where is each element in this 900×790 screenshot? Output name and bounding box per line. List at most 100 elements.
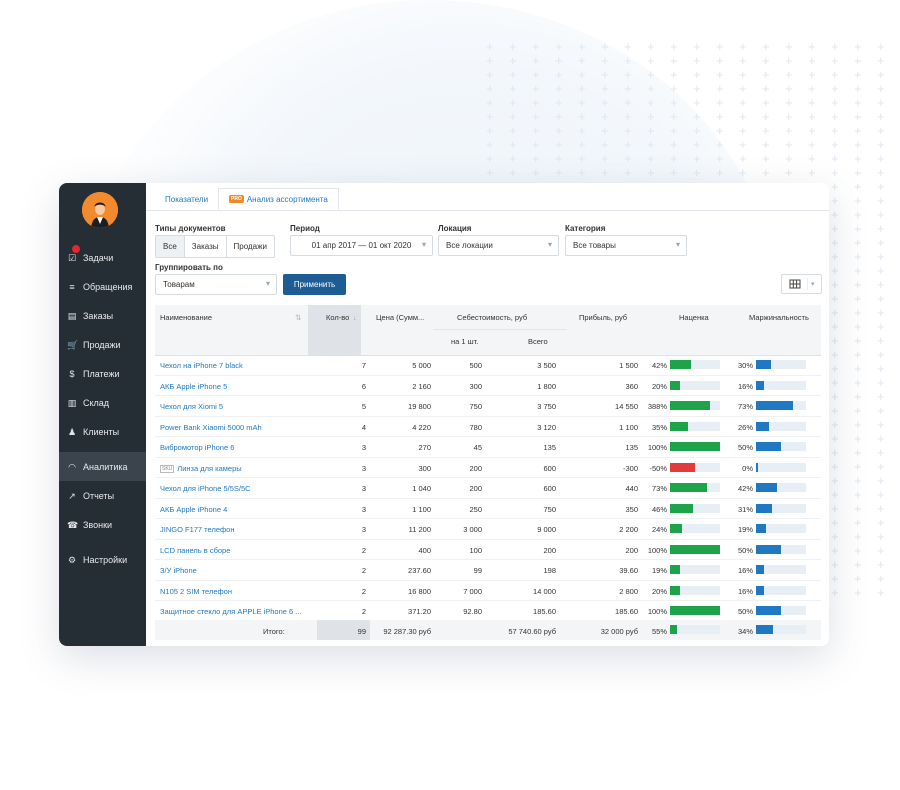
plus-mark: + <box>486 137 494 152</box>
table-row[interactable]: Power Bank Xiaomi 5000 mAh 4 4 220 780 3 120… <box>155 417 821 437</box>
plus-mark: + <box>670 67 678 82</box>
product-name-link[interactable]: АКБ Apple iPhone 4 <box>160 505 227 514</box>
cell-profit-text: 1 500 <box>619 361 638 370</box>
product-name-link[interactable]: Вибромотор iPhone 6 <box>160 443 234 452</box>
header-cost-unit[interactable]: на 1 шт. <box>451 337 479 346</box>
period-picker[interactable]: 01 апр 2017 — 01 окт 2020 ▾ <box>290 235 433 256</box>
plus-mark: + <box>808 137 816 152</box>
doc-type-all-button[interactable]: Все <box>156 236 185 257</box>
header-markup[interactable]: Наценка <box>679 313 709 322</box>
margin-bar <box>756 421 806 431</box>
sidebar-item-9[interactable]: ☎ Звонки <box>59 510 146 539</box>
plus-mark: + <box>877 515 885 530</box>
plus-mark: + <box>877 473 885 488</box>
footer-margin-bar <box>756 625 806 634</box>
sidebar-item-5[interactable]: ▥ Склад <box>59 388 146 417</box>
cell-profit: 185.60 <box>565 607 638 616</box>
cell-price-text: 400 <box>418 545 431 555</box>
product-name-link[interactable]: Защитное стекло для APPLE iPhone 6 ... <box>160 607 302 616</box>
plus-mark: + <box>877 151 885 166</box>
header-margin[interactable]: Маржинальность <box>749 313 809 322</box>
avatar[interactable] <box>82 192 118 228</box>
plus-mark: + <box>785 109 793 124</box>
cell-cost-unit: 7 000 <box>427 587 482 596</box>
cell-markup: 42% <box>643 361 667 370</box>
sidebar-item-6[interactable]: ♟ Клиенты <box>59 417 146 446</box>
plus-mark: + <box>854 347 862 362</box>
plus-mark: + <box>624 67 632 82</box>
tab-assortment[interactable]: PRO Анализ ассортимента <box>218 188 339 210</box>
column-settings-button[interactable]: ▾ <box>781 274 822 294</box>
product-name-link[interactable]: N105 2 SIM телефон <box>160 587 232 596</box>
cell-price-text: 270 <box>418 443 431 452</box>
plus-mark: + <box>854 557 862 572</box>
product-name-link[interactable]: АКБ Apple iPhone 5 <box>160 382 227 391</box>
sidebar-item-10[interactable]: ⚙ Настройки <box>59 545 146 574</box>
product-name-link[interactable]: LCD панель в сборе <box>160 546 230 555</box>
sidebar-item-0[interactable]: ☑ Задачи <box>59 243 146 272</box>
cell-qty: 3 <box>317 464 366 473</box>
markup-bar <box>670 442 720 451</box>
sidebar-item-3[interactable]: 🛒 Продажи <box>59 330 146 359</box>
category-label: Категория <box>565 224 606 233</box>
cell-markup: 20% <box>643 382 667 391</box>
product-name-link[interactable]: З/У iPhone <box>160 566 197 575</box>
user-avatar-icon <box>82 192 118 228</box>
plus-mark: + <box>762 165 770 180</box>
plus-mark: + <box>670 81 678 96</box>
cell-price: 270 <box>355 443 431 452</box>
cell-cost-total: 1 800 <box>485 382 556 391</box>
table-row[interactable]: АКБ Apple iPhone 4 3 1 100 250 750 350 46% 31% <box>155 499 821 519</box>
plus-mark: + <box>831 333 839 348</box>
product-name-link-text: N105 2 SIM телефон <box>160 586 232 596</box>
table-row[interactable]: АКБ Apple iPhone 5 6 2 160 300 1 800 360 20% 16… <box>155 376 821 396</box>
markup-bar <box>670 380 720 390</box>
cell-cost-unit-text: 100 <box>469 545 482 555</box>
header-name[interactable]: Наименование <box>160 313 212 322</box>
plus-mark: + <box>854 487 862 502</box>
group-by-select[interactable]: Товарам ▾ <box>155 274 277 295</box>
sort-icon[interactable]: ⇅ <box>295 313 302 322</box>
sidebar-item-4[interactable]: $ Платежи <box>59 359 146 388</box>
table-row[interactable]: JINGO F177 телефон 3 11 200 3 000 9 000 2 200… <box>155 519 821 540</box>
plus-mark: + <box>509 151 517 166</box>
table-row[interactable]: Вибромотор iPhone 6 3 270 45 135 135 100% 50% <box>155 437 821 458</box>
product-name-link[interactable]: SKU Линза для камеры <box>160 464 242 473</box>
product-name-link[interactable]: JINGO F177 телефон <box>160 525 234 534</box>
plus-mark: + <box>693 137 701 152</box>
plus-mark: + <box>693 95 701 110</box>
header-cost-total[interactable]: Всего <box>528 337 548 346</box>
plus-mark: + <box>624 109 632 124</box>
apply-button[interactable]: Применить <box>283 274 346 295</box>
table-row[interactable]: SKU Линза для камеры 3 300 200 600 -300 -50% 0% <box>155 458 821 478</box>
table-row[interactable]: Чехол для iPhone 5/5S/5C 3 1 040 200 600 440 7… <box>155 478 821 499</box>
table-row[interactable]: LCD панель в сборе 2 400 100 200 200 100% 50% <box>155 540 821 560</box>
table-row[interactable]: Чехол на iPhone 7 black 7 5 000 500 3 500 1 5… <box>155 355 821 376</box>
table-row[interactable]: N105 2 SIM телефон 2 16 800 7 000 14 000 2 80… <box>155 581 821 601</box>
table-row[interactable]: Чехол для Xiomi 5 5 19 800 750 3 750 14 550 38… <box>155 396 821 417</box>
category-select[interactable]: Все товары ▾ <box>565 235 687 256</box>
header-profit[interactable]: Прибыль, руб <box>579 313 628 322</box>
product-name-link[interactable]: Power Bank Xiaomi 5000 mAh <box>160 423 262 432</box>
product-name-link[interactable]: Чехол для iPhone 5/5S/5C <box>160 484 251 493</box>
plus-mark: + <box>670 109 678 124</box>
doc-type-orders-button[interactable]: Заказы <box>185 236 227 257</box>
plus-mark: + <box>624 81 632 96</box>
table-row[interactable]: З/У iPhone 2 237.60 99 198 39.60 19% 16% <box>155 560 821 581</box>
doc-types-label: Типы документов <box>155 224 226 233</box>
product-name-link[interactable]: Чехол на iPhone 7 black <box>160 361 243 370</box>
sidebar-item-8[interactable]: ↗ Отчеты <box>59 481 146 510</box>
product-name-link-text: АКБ Apple iPhone 4 <box>160 504 228 514</box>
tab-indicators[interactable]: Показатели <box>155 188 218 210</box>
product-name-link[interactable]: Чехол для Xiomi 5 <box>160 402 223 411</box>
group-by-label: Группировать по <box>155 263 223 272</box>
header-cost[interactable]: Себестоимость, руб <box>457 313 528 322</box>
sidebar-item-1[interactable]: ≡ Обращения <box>59 272 146 301</box>
header-price[interactable]: Цена (Сумм... <box>376 313 425 322</box>
location-select[interactable]: Все локации ▾ <box>438 235 559 256</box>
sidebar-item-7[interactable]: ◠ Аналитика <box>59 452 146 481</box>
sidebar-item-2[interactable]: ▤ Заказы <box>59 301 146 330</box>
table-row[interactable]: Защитное стекло для APPLE iPhone 6 ... 2 3… <box>155 601 821 622</box>
doc-type-sales-button[interactable]: Продажи <box>233 242 267 251</box>
header-qty-cell[interactable]: Кол-во ↓ <box>308 305 361 355</box>
